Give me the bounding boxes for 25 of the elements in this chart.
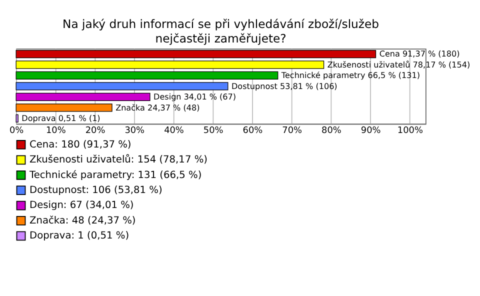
x-tick-label: 10% xyxy=(46,126,66,136)
x-tick-label: 60% xyxy=(242,126,263,136)
data-label: Cena 91,37 % (180) xyxy=(379,50,460,59)
data-label: Design 34,01 % (67) xyxy=(154,92,236,102)
x-tick-label: 90% xyxy=(360,126,381,136)
legend-label: Technické parametry: 131 (66,5 %) xyxy=(28,170,202,181)
legend-label: Cena: 180 (91,37 %) xyxy=(29,139,132,150)
legend-label: Zkušenosti uživatelů: 154 (78,17 %) xyxy=(29,154,208,166)
legend-label: Design: 67 (34,01 %) xyxy=(29,200,134,212)
x-tick-label: 20% xyxy=(85,126,106,136)
chart-title: Na jaký druh informací se při vyhledávání zboží/služeb nejčastěji zaměřujete? xyxy=(62,17,380,46)
legend-label: Dostupnost: 106 (53,81 %) xyxy=(29,185,162,196)
data-label: Značka 24,37 % (48) xyxy=(116,103,200,112)
x-tick-label: 70% xyxy=(282,126,302,136)
x-tick-label: 0% xyxy=(9,126,24,136)
x-tick-label: 80% xyxy=(322,126,342,136)
data-label: Technické parametry 66,5 % (131) xyxy=(280,71,420,80)
data-label: Doprava 0,51 % (1) xyxy=(22,114,100,124)
x-tick-label: 50% xyxy=(203,126,224,136)
legend-label: Doprava: 1 (0,51 %) xyxy=(29,230,130,242)
x-tick-label: 40% xyxy=(164,126,184,136)
x-tick-label: 100% xyxy=(397,126,423,136)
legend-label: Značka: 48 (24,37 %) xyxy=(29,215,136,226)
x-tick-label: 30% xyxy=(124,126,145,136)
data-label: Dostupnost 53,81 % (106) xyxy=(231,82,338,91)
